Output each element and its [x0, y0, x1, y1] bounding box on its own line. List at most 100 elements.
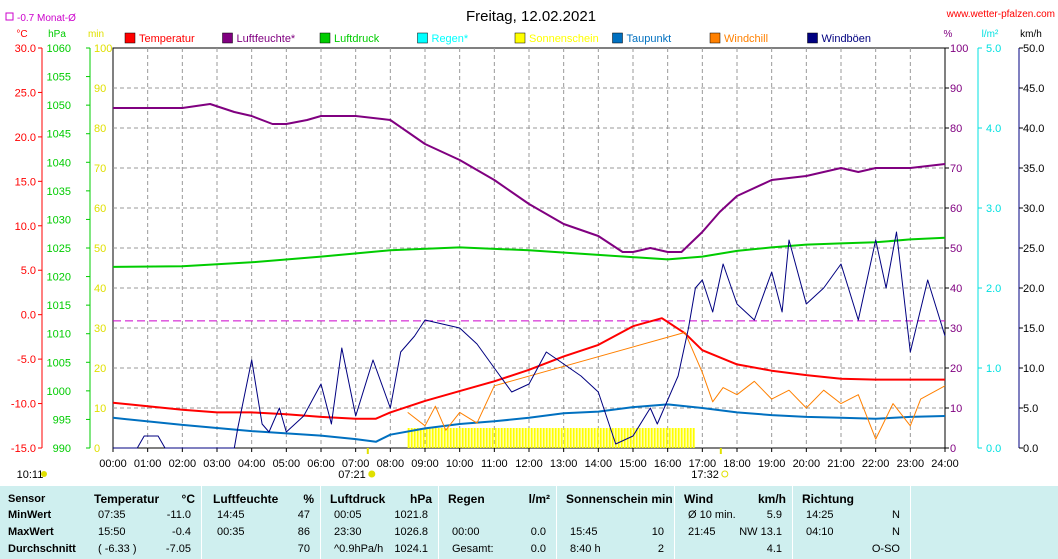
- tick-pressure: 995: [53, 414, 71, 426]
- sunshine-bar: [485, 428, 488, 448]
- sunshine-bar: [542, 428, 545, 448]
- sunshine-bar: [623, 428, 626, 448]
- sunshine-bar: [581, 428, 584, 448]
- sunshine-bar: [629, 428, 632, 448]
- sunshine-bar: [431, 428, 434, 448]
- stats-cell-value: 1021.8: [394, 509, 428, 521]
- series-line: [112, 236, 946, 268]
- sunshine-bar: [686, 428, 689, 448]
- stats-col-title: Regen: [448, 492, 485, 506]
- sunshine-bar: [638, 428, 641, 448]
- stats-column: Luftdruck hPa 00:05 1021.8 23:30 1026.8 ^0.9hP…: [322, 486, 439, 559]
- stats-cell-time: 04:10: [806, 526, 834, 538]
- sunshine-bar: [473, 428, 476, 448]
- tick-x: 23:00: [897, 458, 925, 470]
- sunshine-bar: [503, 428, 506, 448]
- tick-temp: -10.0: [11, 399, 36, 411]
- sunshine-bar: [479, 428, 482, 448]
- sunshine-bar: [632, 428, 635, 448]
- stats-cell-time: 00:05: [334, 509, 362, 521]
- tick-rain: 2.0: [986, 283, 1001, 295]
- tick-temp: 10.0: [15, 221, 36, 233]
- series-line: [112, 317, 945, 420]
- tick-humidity: 100: [950, 43, 968, 55]
- stats-col-title: Richtung: [802, 492, 854, 506]
- stats-cell-value: N: [892, 509, 900, 521]
- sunshine-bar: [575, 428, 578, 448]
- chart-title: Freitag, 12.02.2021: [466, 8, 596, 25]
- sunshine-bar: [488, 428, 491, 448]
- statistics-table: Sensor MinWert MaxWert Durchschnitt Temperat…: [0, 486, 1058, 559]
- legend-swatch: [709, 32, 721, 44]
- tick-temp: 30.0: [15, 43, 36, 55]
- tick-sunshine: 40: [94, 283, 106, 295]
- tick-x: 20:00: [793, 458, 821, 470]
- sunshine-bars: [407, 428, 695, 448]
- sunshine-bar: [530, 428, 533, 448]
- sunshine-bar: [455, 428, 458, 448]
- tick-x: 11:00: [481, 458, 508, 470]
- stats-column: Temperatur °C 07:35 -11.0 15:50 -0.4 ( -6.33 )…: [86, 486, 202, 559]
- stats-cell-value: O-SO: [871, 543, 900, 555]
- legend-label: Luftdruck: [334, 33, 380, 45]
- stats-cell-time: ( -6.33 ): [98, 543, 137, 555]
- sunshine-bar: [527, 428, 530, 448]
- tick-humidity: 60: [950, 203, 962, 215]
- tick-x: 09:00: [411, 458, 439, 470]
- legend-swatch: [612, 32, 623, 44]
- sunshine-bar: [572, 428, 575, 448]
- tick-wind: 5.0: [1023, 403, 1038, 415]
- stats-column: Sonnenschein min 15:45 10 8:40 h 2: [558, 486, 675, 559]
- series-line: [113, 231, 946, 449]
- sunshine-bar: [470, 428, 473, 448]
- tick-sunshine: 30: [94, 323, 106, 335]
- tick-temp: -5.0: [17, 354, 36, 366]
- tick-x: 17:00: [689, 458, 717, 470]
- tick-rain: 0.0: [986, 443, 1001, 455]
- tick-pressure: 1025: [47, 243, 71, 255]
- sunshine-bar: [614, 428, 617, 448]
- tick-wind: 35.0: [1023, 163, 1044, 175]
- tick-wind: 10.0: [1023, 363, 1044, 375]
- sunshine-bar: [683, 428, 686, 448]
- stats-cell-value: 1026.8: [394, 526, 428, 538]
- sunshine-bar: [644, 428, 647, 448]
- sunshine-bar: [635, 428, 638, 448]
- tick-humidity: 90: [950, 83, 962, 95]
- sunshine-bar: [671, 428, 674, 448]
- stats-col-title: Luftfeuchte: [213, 492, 279, 506]
- legend-label: Regen*: [432, 33, 469, 45]
- sunshine-bar: [509, 428, 512, 448]
- legend-swatch: [807, 32, 818, 44]
- tick-x: 06:00: [307, 458, 335, 470]
- axis-unit-humidity: %: [944, 29, 953, 40]
- sunshine-bar: [599, 428, 602, 448]
- tick-pressure: 1015: [47, 300, 71, 312]
- tick-x: 13:00: [550, 458, 578, 470]
- sunshine-bar: [653, 428, 656, 448]
- tick-x: 10:00: [446, 458, 474, 470]
- stats-cell-value: 5.9: [766, 509, 782, 521]
- tick-pressure: 1045: [47, 129, 71, 141]
- monthly-avg-label: -0.7 Monat-Ø: [17, 13, 76, 24]
- tick-x: 01:00: [134, 458, 162, 470]
- stats-cell-value: 2: [657, 543, 664, 555]
- sunshine-bar: [608, 428, 611, 448]
- stats-column: Wind km/h Ø 10 min. 5.9 21:45 NW 13.1 4.1: [676, 486, 793, 559]
- series-line: [112, 403, 946, 443]
- tick-pressure: 1030: [47, 214, 71, 226]
- sunshine-bar: [689, 428, 692, 448]
- axis-unit-sunshine: min: [88, 29, 104, 40]
- stats-cell-value: NW 13.1: [739, 526, 782, 538]
- tick-rain: 4.0: [986, 123, 1001, 135]
- tick-x: 19:00: [758, 458, 786, 470]
- tick-pressure: 1060: [47, 43, 71, 55]
- legend-swatch: [514, 32, 526, 44]
- stats-col-unit: %: [303, 492, 314, 506]
- tick-rain: 3.0: [986, 203, 1001, 215]
- stats-cell-value: -7.05: [165, 543, 191, 555]
- tick-pressure: 1020: [47, 272, 71, 284]
- sun-icon: [721, 470, 729, 478]
- sunshine-bar: [422, 428, 425, 448]
- tick-sunshine: 20: [94, 363, 106, 375]
